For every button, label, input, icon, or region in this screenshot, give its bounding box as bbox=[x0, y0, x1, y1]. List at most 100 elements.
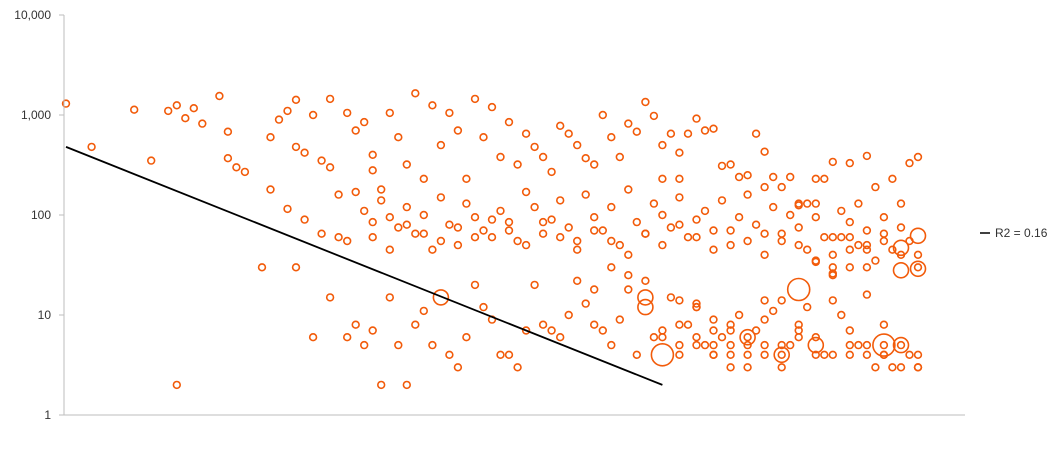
data-point bbox=[266, 185, 275, 194]
data-point bbox=[402, 220, 411, 229]
data-point bbox=[513, 236, 522, 246]
data-point bbox=[223, 127, 233, 136]
data-point bbox=[343, 236, 352, 246]
data-point bbox=[496, 206, 505, 216]
data-point bbox=[479, 226, 488, 235]
data-point bbox=[777, 340, 786, 350]
data-point bbox=[709, 340, 718, 350]
data-point bbox=[419, 306, 428, 316]
data-point bbox=[675, 320, 684, 329]
data-point bbox=[845, 263, 854, 272]
data-point bbox=[453, 363, 463, 372]
data-point bbox=[351, 320, 360, 329]
data-point bbox=[709, 326, 718, 335]
data-point bbox=[845, 350, 854, 359]
data-point bbox=[726, 320, 735, 329]
data-point bbox=[692, 333, 701, 342]
data-point bbox=[334, 233, 343, 242]
data-point bbox=[785, 172, 795, 182]
data-point bbox=[368, 217, 377, 227]
data-point bbox=[726, 240, 735, 250]
data-point bbox=[624, 119, 633, 128]
data-point bbox=[61, 99, 71, 108]
data-point bbox=[496, 350, 505, 359]
data-point bbox=[555, 196, 565, 205]
data-point bbox=[223, 154, 233, 163]
data-point bbox=[462, 333, 471, 342]
data-point bbox=[743, 350, 752, 359]
data-point bbox=[802, 302, 812, 312]
data-point bbox=[872, 333, 896, 357]
data-point bbox=[888, 245, 897, 254]
data-point bbox=[164, 106, 173, 116]
data-point bbox=[862, 240, 872, 250]
data-point bbox=[479, 302, 488, 312]
data-point bbox=[589, 285, 599, 294]
data-point bbox=[837, 206, 846, 216]
data-point bbox=[351, 126, 360, 135]
data-point bbox=[828, 296, 837, 305]
data-point bbox=[811, 333, 820, 342]
data-point bbox=[845, 217, 854, 227]
data-point bbox=[845, 245, 854, 254]
data-point bbox=[760, 340, 769, 350]
data-point bbox=[760, 350, 769, 359]
data-point bbox=[147, 156, 156, 165]
data-point bbox=[581, 190, 590, 199]
data-point bbox=[854, 340, 863, 350]
data-point bbox=[734, 213, 744, 222]
data-point bbox=[828, 250, 837, 260]
data-point bbox=[896, 199, 906, 208]
data-point bbox=[760, 229, 769, 238]
data-point bbox=[726, 340, 735, 350]
data-point bbox=[470, 233, 480, 242]
data-point bbox=[892, 336, 910, 354]
data-point bbox=[360, 206, 369, 216]
data-point bbox=[862, 245, 872, 254]
data-point bbox=[675, 174, 684, 184]
data-point bbox=[785, 340, 795, 350]
data-point bbox=[632, 217, 641, 227]
data-point bbox=[811, 213, 820, 222]
data-point bbox=[879, 320, 889, 329]
data-point bbox=[828, 157, 837, 167]
data-point bbox=[802, 245, 812, 254]
data-point bbox=[709, 226, 718, 235]
data-point bbox=[768, 202, 778, 212]
data-point bbox=[649, 333, 659, 342]
data-point bbox=[641, 276, 650, 285]
data-point bbox=[360, 340, 369, 350]
data-point bbox=[172, 101, 182, 110]
data-point bbox=[325, 293, 335, 302]
data-point bbox=[470, 213, 480, 222]
y-tick-label: 10 bbox=[38, 308, 52, 322]
data-point bbox=[615, 240, 624, 250]
data-point bbox=[189, 103, 199, 113]
data-point bbox=[726, 226, 735, 235]
trendline bbox=[65, 146, 663, 386]
data-point bbox=[368, 166, 377, 175]
data-point bbox=[692, 302, 701, 312]
data-point bbox=[521, 129, 531, 138]
data-point bbox=[820, 350, 829, 359]
data-point bbox=[325, 163, 335, 172]
data-point bbox=[317, 156, 326, 165]
data-point bbox=[419, 229, 428, 238]
data-point bbox=[751, 220, 761, 229]
data-point bbox=[700, 340, 710, 350]
data-point bbox=[462, 199, 471, 208]
data-point bbox=[266, 133, 275, 142]
data-point bbox=[794, 223, 803, 232]
data-point bbox=[564, 129, 573, 138]
data-point bbox=[598, 226, 607, 235]
data-point bbox=[232, 163, 241, 172]
data-point bbox=[385, 293, 394, 302]
data-point bbox=[862, 290, 872, 299]
data-point bbox=[624, 250, 633, 260]
data-point bbox=[377, 185, 386, 194]
data-point bbox=[794, 199, 803, 208]
data-point bbox=[913, 152, 923, 162]
data-point bbox=[726, 350, 735, 359]
data-point bbox=[291, 142, 301, 152]
data-point bbox=[743, 363, 752, 372]
